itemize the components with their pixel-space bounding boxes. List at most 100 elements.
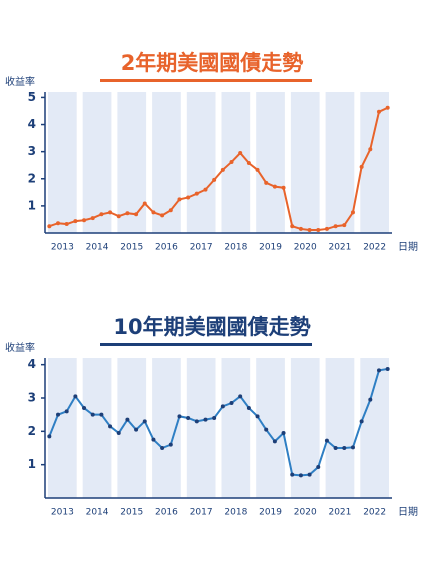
point — [324, 438, 329, 443]
point — [229, 159, 234, 164]
point — [264, 427, 269, 432]
x-tick-label: 2016 — [155, 243, 178, 253]
point — [238, 394, 243, 399]
y-tick-label: 4 — [28, 117, 36, 131]
year-band — [256, 92, 285, 233]
point — [108, 210, 113, 215]
point — [73, 219, 78, 224]
x-tick-label: 2020 — [294, 243, 317, 253]
point — [212, 177, 217, 182]
point — [220, 404, 225, 409]
point — [194, 419, 199, 424]
x-tick-label: 2020 — [294, 508, 317, 518]
x-tick-label: 2014 — [86, 243, 109, 253]
point — [168, 442, 173, 447]
point — [359, 164, 364, 169]
y-tick-label: 1 — [28, 198, 36, 212]
point — [47, 434, 52, 439]
year-band — [186, 92, 216, 233]
point — [376, 368, 381, 373]
point — [64, 222, 69, 227]
point — [99, 212, 104, 217]
point — [125, 417, 130, 422]
point — [168, 208, 173, 213]
point — [264, 180, 269, 185]
point — [186, 416, 191, 420]
x-axis-label: 日期 — [398, 241, 418, 253]
line — [48, 368, 388, 477]
point — [151, 437, 156, 442]
point — [376, 109, 381, 114]
point — [229, 401, 234, 405]
year-band — [360, 92, 389, 233]
line — [49, 106, 389, 232]
point — [116, 214, 121, 219]
point — [142, 419, 147, 424]
point — [316, 228, 321, 233]
x-tick-label: 2019 — [259, 508, 282, 518]
title-underline — [100, 343, 312, 346]
y-axis-label: 收益率 — [5, 341, 35, 354]
point — [90, 216, 95, 221]
point — [385, 367, 390, 371]
point — [290, 472, 295, 477]
year-band — [117, 92, 147, 233]
point — [324, 226, 329, 231]
point — [82, 218, 87, 223]
x-tick-label: 2021 — [328, 508, 351, 518]
point — [298, 226, 303, 231]
point — [307, 228, 312, 233]
year-band — [325, 92, 355, 233]
x-tick-label: 2016 — [155, 508, 178, 518]
point — [56, 221, 61, 226]
point — [151, 210, 156, 215]
point — [342, 446, 347, 450]
year-band — [221, 358, 251, 498]
point — [281, 431, 286, 435]
title-underline — [100, 79, 312, 82]
point — [255, 414, 260, 419]
year-band — [152, 92, 181, 233]
point — [142, 201, 147, 206]
point — [272, 439, 277, 444]
point — [298, 473, 303, 478]
y-tick-label: 3 — [28, 144, 36, 158]
point — [47, 224, 52, 229]
y-tick-label: 2 — [28, 171, 36, 185]
point — [203, 187, 208, 192]
y-tick-label: 2 — [28, 424, 36, 438]
x-tick-label: 2014 — [86, 508, 109, 518]
x-tick-label: 2018 — [224, 508, 247, 518]
year-band — [290, 358, 320, 498]
x-tick-label: 2019 — [259, 243, 282, 253]
point — [385, 105, 390, 110]
point — [212, 416, 217, 420]
point — [56, 412, 61, 417]
point — [359, 419, 364, 424]
point — [116, 431, 121, 435]
point — [342, 223, 347, 228]
point — [246, 406, 251, 410]
x-tick-label: 2015 — [120, 243, 143, 253]
x-axis-label: 日期 — [398, 506, 418, 518]
x-tick-label: 2013 — [51, 243, 74, 253]
year-band — [82, 358, 112, 498]
year-band — [290, 92, 320, 233]
year-band — [186, 358, 216, 498]
point — [108, 424, 113, 429]
y-tick-label: 4 — [28, 357, 36, 371]
point — [203, 417, 208, 422]
point — [316, 465, 321, 469]
x-tick-label: 2018 — [224, 243, 247, 253]
y-tick-label: 1 — [28, 457, 36, 471]
y-axis-label: 收益率 — [5, 75, 35, 88]
chart-title: 10年期美國國債走勢 — [113, 315, 310, 339]
chart-title: 2年期美國國債走勢 — [121, 51, 304, 75]
point — [73, 394, 78, 399]
point — [368, 147, 373, 152]
point — [134, 427, 139, 432]
year-band — [221, 92, 251, 233]
year-band — [256, 358, 285, 498]
